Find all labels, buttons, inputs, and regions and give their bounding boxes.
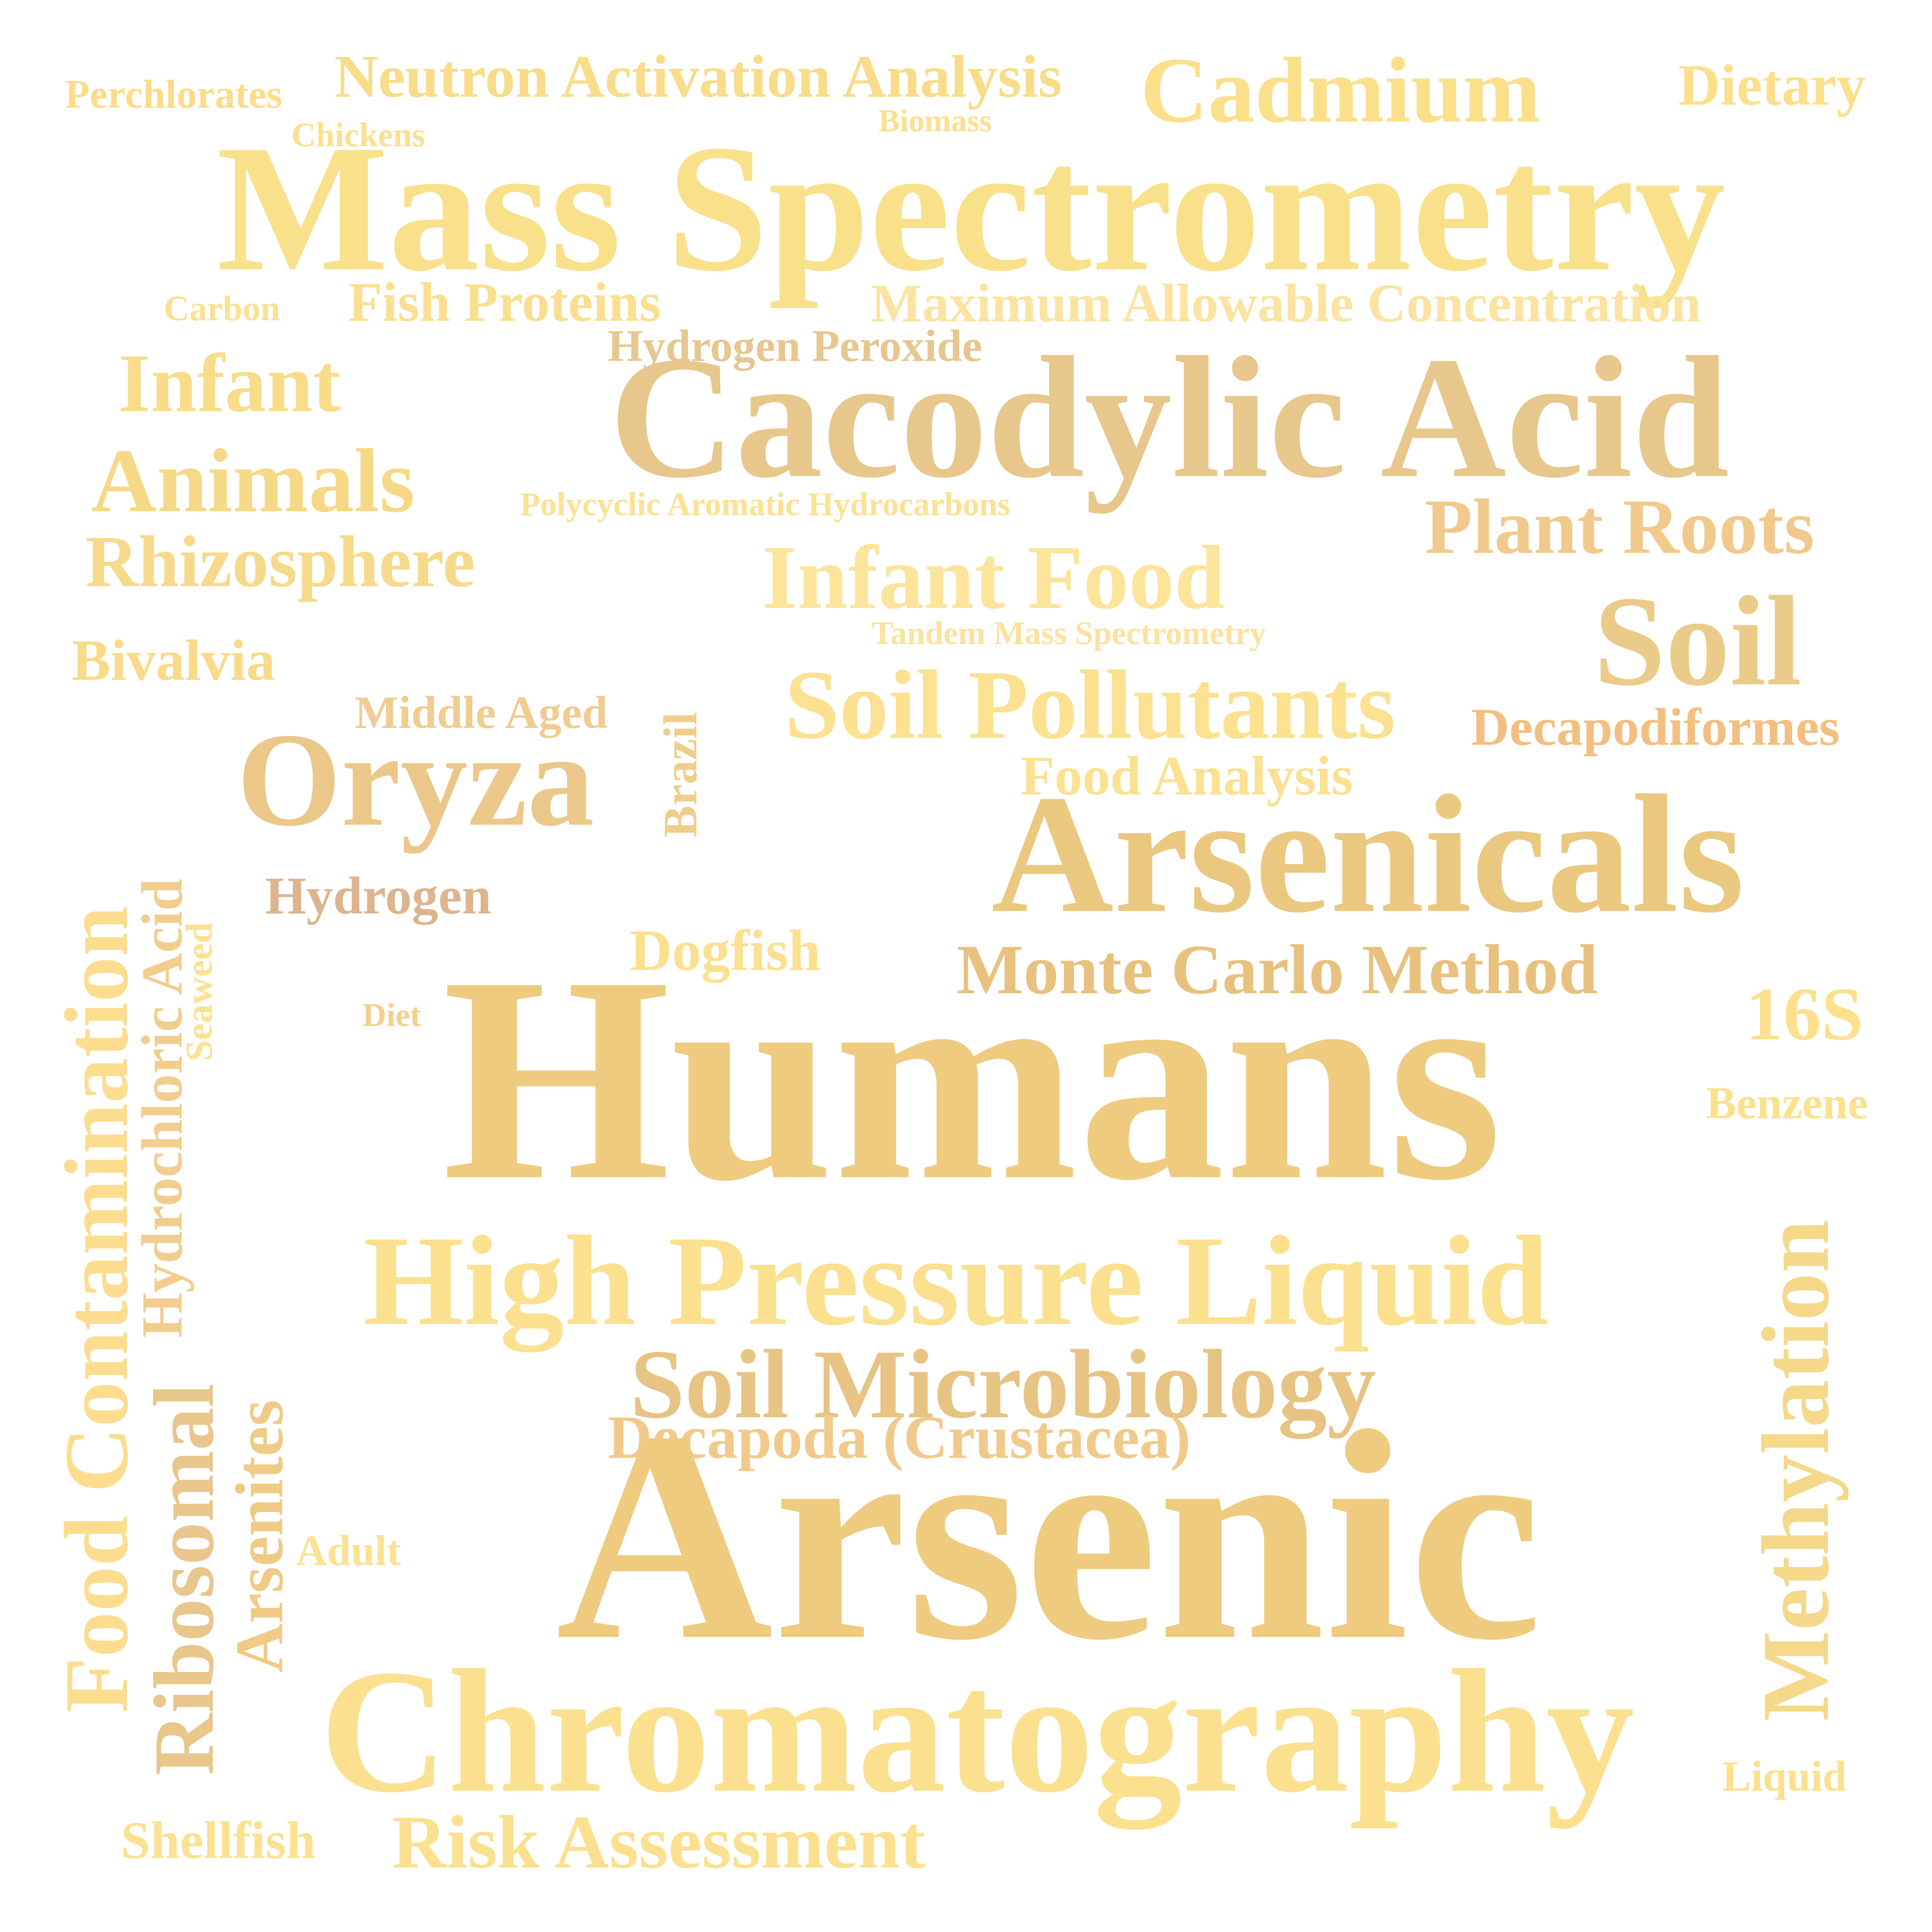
word: Biomass [878, 103, 992, 138]
word: Cadmium [1140, 38, 1541, 142]
word: Cacodylic Acid [609, 320, 1730, 514]
word: Tandem Mass Spectrometry [872, 615, 1266, 652]
word: Decapoda (Crustacea) [608, 1402, 1191, 1471]
word: Monte Carlo Method [956, 930, 1598, 1009]
word: Chickens [291, 116, 426, 154]
word: Polycyclic Aromatic Hydrocarbons [520, 486, 1010, 523]
word: High Pressure Liquid [363, 1209, 1549, 1352]
word: Infant Food [762, 527, 1225, 628]
word: Fish Proteins [348, 272, 661, 333]
word: Bivalvia [71, 628, 276, 693]
word: Rhizosphere [85, 520, 475, 602]
word: Maximum Allowable Concentration [871, 273, 1701, 333]
word: Methylation [1742, 1219, 1849, 1721]
word: Animals [91, 430, 415, 531]
word: Neutron Activation Analysis [334, 43, 1062, 110]
word: Hydrogen [265, 867, 492, 925]
word: Diet [363, 997, 421, 1033]
word: Brazil [654, 712, 707, 838]
word: Perchlorates [65, 71, 283, 117]
word: Arsenites [221, 1399, 297, 1673]
word: Arsenicals [991, 760, 1745, 948]
word: Arsenic [556, 1369, 1543, 1702]
word: Dietary [1678, 53, 1866, 118]
word: Seaweed [178, 922, 220, 1061]
word: 16S [1745, 972, 1864, 1056]
word: Middle Aged [355, 687, 608, 738]
word: Shellfish [121, 1811, 316, 1870]
word: Food Analysis [1020, 745, 1353, 807]
word: Benzene [1706, 1078, 1868, 1128]
word: Humans [442, 916, 1502, 1241]
word: Chromatography [320, 1633, 1635, 1829]
word: Adult [296, 1527, 401, 1574]
word: Decapodiformes [1471, 698, 1840, 757]
word: Carbon [164, 289, 280, 328]
word: Mass Spectrometry [216, 107, 1726, 309]
word: Hydrogen Peroxide [608, 321, 983, 371]
word: Soil [1594, 569, 1802, 713]
word: Infant [118, 337, 341, 429]
word: Soil Pollutants [784, 651, 1396, 760]
word: Risk Assessment [392, 1800, 926, 1884]
word: Ribosomal [135, 1384, 232, 1775]
word: Liquid [1722, 1752, 1847, 1800]
word: Plant Roots [1425, 483, 1815, 570]
word: Food Contamination [46, 906, 147, 1713]
word: Soil Microbiology [630, 1330, 1376, 1439]
word: Oryza [237, 705, 594, 854]
word: Dogfish [630, 918, 821, 983]
